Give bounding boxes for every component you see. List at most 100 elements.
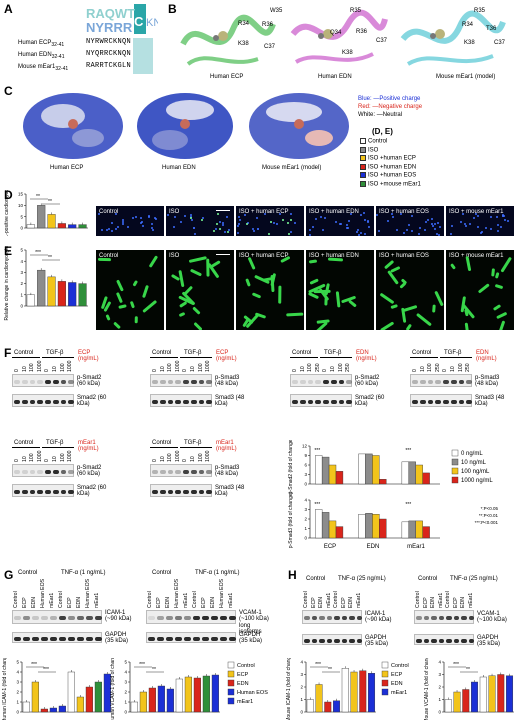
- micrograph-label: Control: [99, 253, 119, 259]
- band: [183, 379, 189, 384]
- band: [319, 616, 325, 620]
- y-tick-label: 2: [300, 685, 303, 690]
- seq-label-edn: Human EDN32-41: [18, 52, 65, 61]
- band: [202, 636, 209, 641]
- band: [446, 616, 452, 620]
- bar: [37, 269, 46, 307]
- band: [299, 399, 306, 404]
- res-ecp-3: K38: [238, 41, 249, 47]
- y-axis-label: Mouse ICAM-1 (fold of change): [286, 658, 292, 720]
- legend-label: ISO +human EDN: [368, 164, 417, 171]
- surface-mear: [244, 88, 354, 162]
- y-axis-label: Human ICAM-1 (fold of change): [2, 658, 8, 720]
- band: [206, 469, 212, 474]
- charge-legend-red: Red: —Negative charge: [358, 104, 423, 110]
- g-lane-label: ECP: [201, 597, 207, 608]
- bar: [67, 671, 75, 713]
- f-unit-label: EDN (ng/mL): [356, 350, 377, 363]
- h-lane-label: EDN: [460, 597, 466, 608]
- cell: [494, 284, 504, 290]
- nucleus: [140, 222, 143, 225]
- nucleus: [364, 219, 367, 222]
- bar: [94, 681, 102, 713]
- nucleus: [269, 220, 272, 223]
- nucleus: [475, 213, 478, 216]
- band: [206, 399, 212, 404]
- panel-label-d: D: [4, 188, 13, 202]
- band: [435, 399, 441, 404]
- scale-bar: [216, 254, 230, 255]
- micrograph: ISO + human ECP: [236, 206, 304, 236]
- nucleus: [252, 227, 255, 230]
- band: [468, 638, 474, 643]
- f-control-label: Control: [14, 350, 34, 356]
- cell: [477, 283, 491, 294]
- seq-label-mear: Mouse mEar132-41: [18, 64, 69, 73]
- band: [330, 379, 337, 384]
- res-edn-1: Q34: [330, 30, 342, 36]
- cell: [434, 290, 444, 307]
- nucleus: [433, 227, 436, 230]
- legend-swatch: [227, 670, 235, 678]
- nucleus: [222, 221, 225, 224]
- band: [175, 379, 181, 384]
- band: [175, 616, 182, 620]
- nucleus: [489, 227, 492, 230]
- f-blot-bottom-label: Smad2 (60 kDa): [77, 395, 107, 408]
- bar: [148, 687, 156, 713]
- cell: [402, 304, 418, 312]
- band: [184, 616, 191, 620]
- nucleus: [221, 224, 224, 227]
- band: [326, 616, 332, 620]
- nucleus: [363, 233, 366, 235]
- pval-legend: **:P<0.01: [479, 513, 499, 518]
- band: [68, 469, 74, 474]
- nucleus: [324, 216, 327, 219]
- bar: [166, 688, 174, 713]
- legend-label: Human EOS: [237, 690, 268, 696]
- cell: [308, 259, 318, 264]
- band: [14, 636, 21, 641]
- band: [427, 399, 434, 404]
- y-axis-label: Mouse VCAM-1 (fold of change): [424, 658, 430, 720]
- f-blot-top-label: p-Smad3 (48 kDa): [215, 375, 240, 388]
- band: [193, 636, 200, 641]
- band: [338, 379, 345, 384]
- nucleus: [484, 226, 487, 229]
- micrograph: ISO + human ECP: [236, 250, 304, 330]
- res-mear-2: T36: [486, 26, 497, 32]
- band: [423, 616, 429, 620]
- nucleus: [405, 228, 408, 231]
- cell: [389, 266, 401, 274]
- nucleus: [252, 229, 255, 232]
- band: [319, 638, 325, 643]
- cell: [193, 322, 203, 330]
- f-dose-label: 250: [345, 363, 352, 372]
- svg-text:C: C: [134, 14, 144, 29]
- band: [68, 636, 75, 641]
- y-tick-label: 10: [18, 203, 24, 208]
- nucleus: [139, 216, 142, 219]
- band: [198, 489, 205, 494]
- bar: [335, 471, 344, 485]
- b-label-mear: Mouse mEar1 (model): [436, 74, 496, 80]
- legend-swatch: [227, 661, 235, 669]
- cell: [380, 321, 395, 330]
- cell: [347, 299, 357, 308]
- nucleus: [355, 231, 358, 234]
- band: [167, 399, 174, 404]
- f-dose-label: 100: [427, 363, 434, 372]
- nucleus: [430, 223, 433, 226]
- f-dose-label: 0: [152, 459, 158, 462]
- y-tick-label: 1: [304, 526, 307, 531]
- band: [330, 399, 337, 404]
- band: [159, 379, 166, 384]
- cell: [465, 322, 470, 330]
- f-dose-label: 10: [52, 456, 58, 462]
- legend-label: 10 ng/mL: [461, 460, 487, 466]
- de-legend-item: ISO +human EDN: [360, 163, 417, 171]
- band: [45, 379, 51, 384]
- cell: [387, 270, 400, 285]
- bar: [68, 224, 77, 229]
- nucleus: [278, 213, 281, 216]
